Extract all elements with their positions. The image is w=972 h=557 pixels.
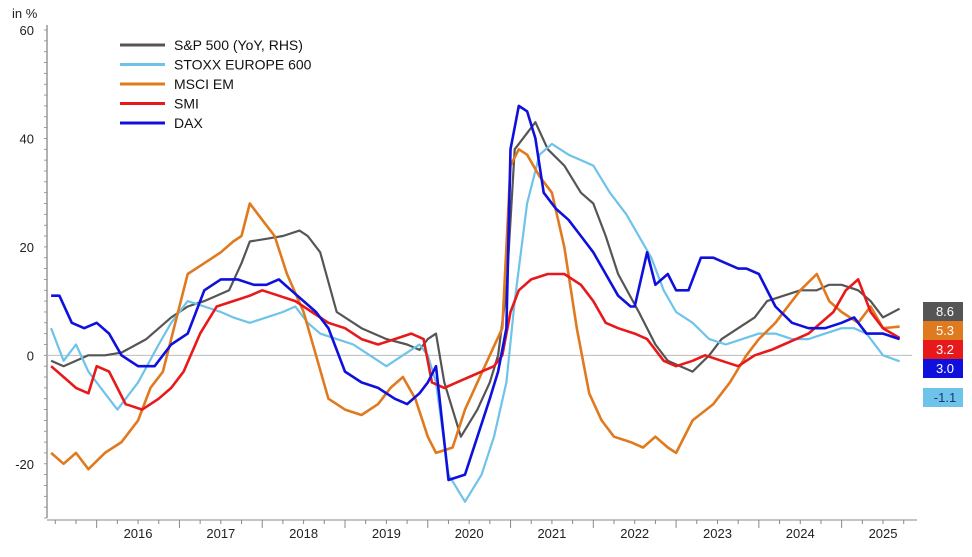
x-tick-label: 2016 xyxy=(124,526,153,541)
end-value-badges: 8.6 5.3 3.2 3.0 -1.1 xyxy=(923,302,963,407)
end-value-label: 3.0 xyxy=(936,361,954,376)
y-axis-label: in % xyxy=(12,6,38,21)
end-value-label: -1.1 xyxy=(934,390,956,405)
legend-label: DAX xyxy=(174,115,203,131)
end-value-label: 3.2 xyxy=(936,342,954,357)
x-tick-label: 2018 xyxy=(289,526,318,541)
end-value-badge xyxy=(923,302,963,321)
legend-label: MSCI EM xyxy=(174,76,234,92)
end-value-badge xyxy=(923,359,963,378)
legend-label: STOXX EUROPE 600 xyxy=(174,57,312,73)
end-value-label: 5.3 xyxy=(936,323,954,338)
x-tick-label: 2022 xyxy=(620,526,649,541)
x-tick-label: 2019 xyxy=(372,526,401,541)
x-tick-label: 2024 xyxy=(786,526,815,541)
y-tick-label: -20 xyxy=(15,457,34,472)
legend-label: S&P 500 (YoY, RHS) xyxy=(174,37,303,53)
end-value-badge xyxy=(923,388,963,407)
end-value-badge xyxy=(923,340,963,359)
y-tick-label: 0 xyxy=(27,348,34,363)
series-line-stoxx-europe-600 xyxy=(50,142,900,503)
end-value-label: 8.6 xyxy=(936,304,954,319)
axes: -20 0 20 40 60 in % 2016 2017 2018 2019 2020 2021 20… xyxy=(12,6,917,541)
legend-label: SMI xyxy=(174,96,199,112)
plot-lines xyxy=(50,104,901,503)
x-tick-label: 2020 xyxy=(455,526,484,541)
legend: S&P 500 (YoY, RHS) STOXX EUROPE 600 MSCI E… xyxy=(120,37,312,131)
series-line-s-p-500-yoy-rhs xyxy=(50,121,901,438)
y-tick-label: 20 xyxy=(20,240,34,255)
x-tick-label: 2021 xyxy=(537,526,566,541)
end-value-badge xyxy=(923,321,963,340)
series-line-smi xyxy=(50,272,901,411)
x-tick-label: 2025 xyxy=(869,526,898,541)
x-tick-label: 2017 xyxy=(206,526,235,541)
x-tick-label: 2023 xyxy=(703,526,732,541)
y-tick-label: 40 xyxy=(20,131,34,146)
series-line-dax xyxy=(51,104,901,482)
y-tick-label: 60 xyxy=(20,23,34,38)
series-line-msci-em xyxy=(50,148,900,471)
